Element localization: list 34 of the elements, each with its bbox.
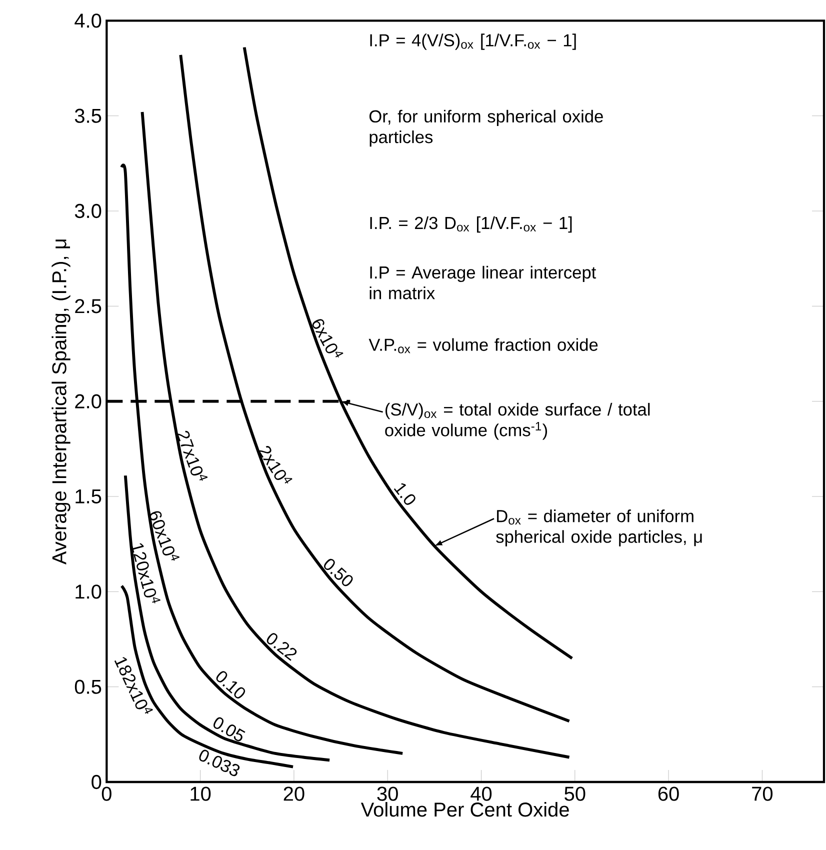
y-tick-label: 2.5 [75,299,102,314]
x-axis-title: Volume Per Cent Oxide [360,802,569,817]
annotation: 0.50 [324,558,353,586]
annotation: 0.05 [214,717,246,742]
annotation: I.P. = 2/3 D$_{ox}$ [1/V.F.$_{ox}$ − 1] [370,216,572,233]
y-tick-label: 2.0 [75,394,102,408]
x-tick-label: 30 [377,786,398,801]
annotation: V.P.$_{ox}$ = volume fraction oxide [368,338,598,354]
annotation: I.P = 4(V/S)$_{ox}$ [1/V.F.$_{ox}$ − 1] [370,34,576,50]
y-tick-label: 3.5 [74,108,102,123]
x-tick-label: 10 [190,786,211,801]
y-tick-label: 0.5 [74,680,102,694]
y-tick-label: 3.0 [74,204,102,218]
y-tick-label: 4.0 [74,14,102,28]
annotation: Or, for uniform spherical oxide particles [369,110,603,147]
annotation: 6x10$^{4}$ [312,319,344,358]
annotation: 27x10$^{4}$ [176,430,208,481]
annotation: D$_{ox}$ = diameter of uniform spherical oxide particles, μ [496,510,702,546]
x-tick-label: 0 [102,786,112,801]
annotation: 1.0 [394,483,416,505]
y-axis-title: Average Interpartical Spaing, (I.P.), μ [52,240,70,565]
x-tick-label: 40 [470,786,492,801]
y-tick-label: 1.0 [76,584,102,599]
x-tick-label: 70 [752,786,773,801]
x-tick-label: 20 [284,786,304,801]
annotation: (S/V)$_{ox}$ = total oxide surface / total oxide volume (cms$^{-1}$) [385,402,650,440]
annotation: I.P = Average linear intercept in matrix [370,266,596,300]
y-tick-label: 0 [92,774,102,790]
x-tick-label: 50 [564,786,586,801]
annotation: 0.10 [216,671,246,698]
annotation: 0.22 [266,633,297,661]
x-tick-label: 60 [658,786,679,801]
annotation: 0.033 [199,750,240,776]
y-tick-label: 1.5 [76,490,102,504]
